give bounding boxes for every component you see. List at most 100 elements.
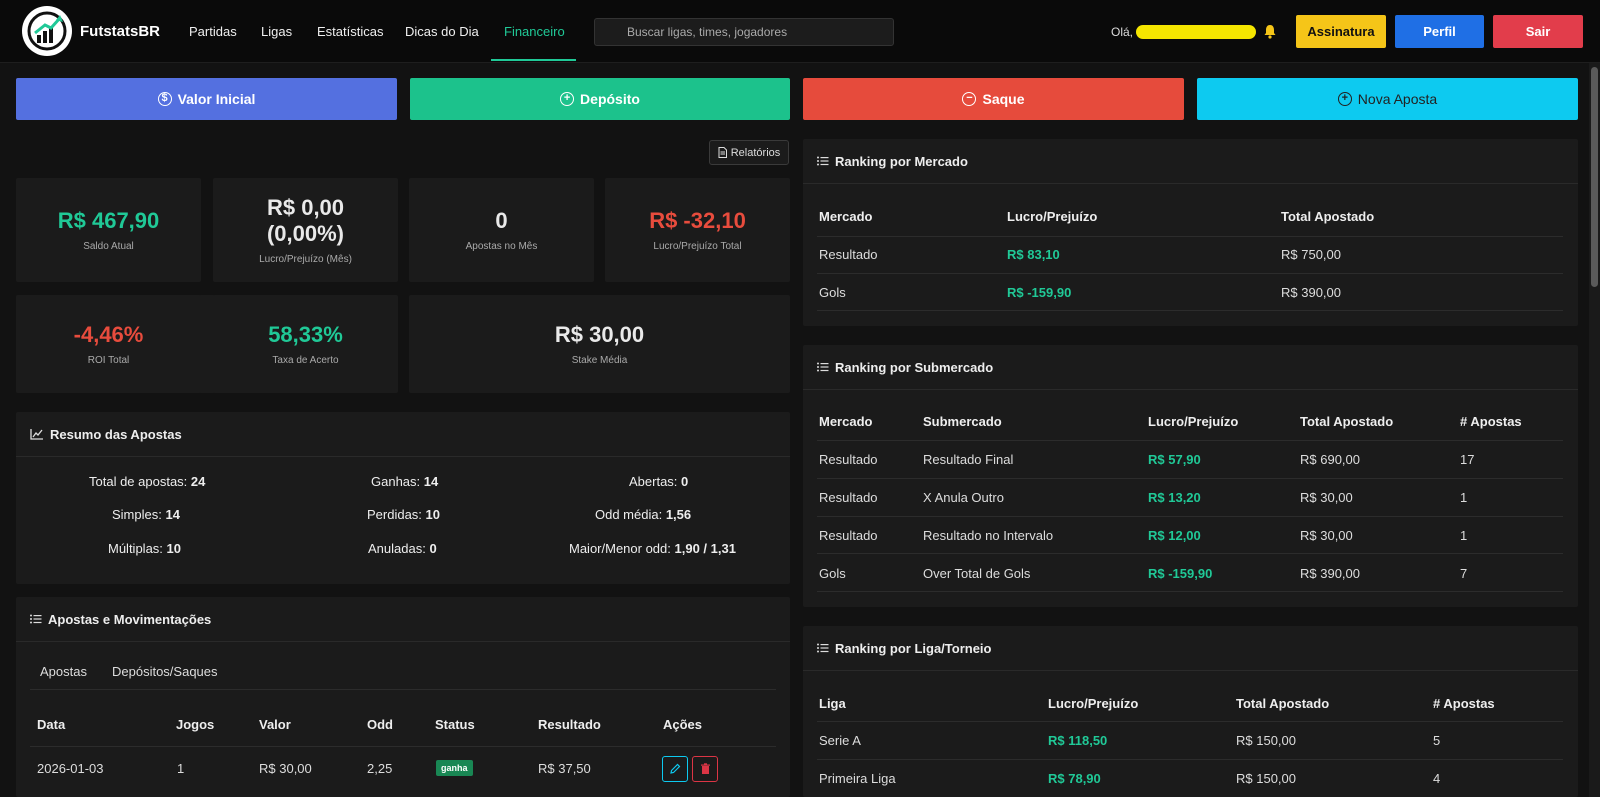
rs-row-2-market: Resultado	[819, 490, 878, 505]
balance-label: Saldo Atual	[83, 241, 134, 252]
rs-row-4-pl: R$ -159,90	[1148, 566, 1213, 581]
bets-card: Apostas e Movimentações	[16, 597, 790, 797]
rs-col-market: Mercado	[819, 414, 873, 429]
bet-row-date: 2026-01-03	[37, 761, 104, 776]
rs-row-1-market: Resultado	[819, 452, 878, 467]
brand-name: FutstatsBR	[80, 22, 161, 40]
rs-row-3-total: R$ 30,00	[1300, 528, 1353, 543]
bet-row-games: 1	[177, 761, 185, 776]
bets-col-odd: Odd	[367, 717, 393, 732]
ranking-market-header: Ranking por Mercado	[803, 139, 1578, 184]
rl-row-2-pl: R$ 78,90	[1048, 771, 1101, 786]
bets-col-status: Status	[435, 717, 475, 732]
rl-row-2-league: Primeira Liga	[819, 771, 896, 786]
brand[interactable]: FutstatsBR	[22, 6, 160, 56]
nav-link-partidas[interactable]: Partidas	[189, 24, 237, 39]
rl-row-2-count: 4	[1433, 771, 1441, 786]
nav-link-ligas[interactable]: Ligas	[261, 24, 293, 39]
nav-link-dicas[interactable]: Dicas do Dia	[405, 24, 479, 39]
total-pl-label: Lucro/Prejuízo Total	[653, 241, 742, 252]
balance-value: R$ 467,90	[57, 208, 160, 233]
rs-row-4-submarket: Over Total de Gols	[923, 566, 1031, 581]
rs-col-submarket: Submercado	[923, 414, 1002, 429]
tab-apostas[interactable]: Apostas	[40, 664, 87, 679]
rs-col-count: # Apostas	[1460, 414, 1522, 429]
rl-col-pl: Lucro/Prejuízo	[1048, 696, 1139, 711]
hit-rate-value: 58,33%	[268, 322, 343, 347]
summary-open: Abertas: 0	[629, 474, 689, 489]
greeting-text: Olá,	[1111, 25, 1134, 39]
profile-button[interactable]: Perfil	[1395, 15, 1484, 48]
hit-rate-label: Taxa de Acerto	[272, 355, 339, 366]
document-icon	[718, 147, 727, 158]
rs-row-3-count: 1	[1460, 528, 1468, 543]
summary-title: Resumo das Apostas	[50, 426, 182, 442]
stat-card-balance: R$ 467,90 Saldo Atual	[16, 178, 201, 282]
new-bet-label: Nova Aposta	[1357, 91, 1438, 107]
initial-value-button[interactable]: $ Valor Inicial	[16, 78, 397, 120]
rs-divider	[817, 478, 1563, 479]
ranking-market-title: Ranking por Mercado	[835, 153, 968, 169]
month-pl-percent: (0,00%)	[266, 221, 345, 246]
redacted-username	[1136, 25, 1256, 39]
active-tab-indicator	[491, 59, 576, 61]
new-bet-button[interactable]: + Nova Aposta	[1197, 78, 1578, 120]
ranking-market-card: Ranking por Mercado	[803, 139, 1578, 326]
rl-row-1-league: Serie A	[819, 733, 861, 748]
minus-circle-icon: −	[962, 92, 977, 106]
ranking-submarket-header: Ranking por Submercado	[803, 345, 1578, 390]
reports-button[interactable]: Relatórios	[709, 140, 789, 165]
rm-divider	[817, 236, 1563, 237]
rs-row-4-total: R$ 390,00	[1300, 566, 1360, 581]
bet-row-value: R$ 30,00	[259, 761, 312, 776]
subscription-button[interactable]: Assinatura	[1296, 15, 1386, 48]
summary-card: Resumo das Apostas Total de apostas: 24 …	[16, 412, 790, 584]
rm-row-1-total: R$ 750,00	[1281, 247, 1341, 262]
status-badge: ganha	[436, 760, 473, 776]
top-navbar: FutstatsBR Partidas Ligas Estatísticas D…	[0, 0, 1600, 63]
bet-row-result: R$ 37,50	[538, 761, 591, 776]
initial-value-label: Valor Inicial	[177, 91, 256, 107]
withdraw-button[interactable]: − Saque	[803, 78, 1184, 120]
rm-col-market: Mercado	[819, 209, 873, 224]
rs-row-3-market: Resultado	[819, 528, 878, 543]
rm-row-2-total: R$ 390,00	[1281, 285, 1341, 300]
stat-card-month-bets: 0 Apostas no Mês	[409, 178, 594, 282]
edit-button[interactable]	[662, 756, 688, 782]
stat-card-hit-rate: 58,33% Taxa de Acerto	[213, 295, 398, 393]
logout-button[interactable]: Sair	[1493, 15, 1583, 48]
month-bets-value: 0	[495, 208, 508, 233]
nav-link-estatisticas[interactable]: Estatísticas	[317, 24, 384, 39]
tab-depositos-saques[interactable]: Depósitos/Saques	[112, 664, 218, 679]
scrollbar-thumb[interactable]	[1591, 67, 1598, 287]
summary-won: Ganhas: 14	[371, 474, 439, 489]
bets-col-actions: Ações	[663, 717, 703, 732]
tabs-divider	[30, 689, 776, 690]
bets-col-value: Valor	[259, 717, 291, 732]
nav-link-financeiro[interactable]: Financeiro	[504, 24, 565, 39]
page-scrollbar[interactable]	[1589, 63, 1600, 797]
rl-row-1-count: 5	[1433, 733, 1441, 748]
rs-col-total: Total Apostado	[1300, 414, 1394, 429]
ranking-league-header: Ranking por Liga/Torneio	[803, 626, 1578, 671]
chart-line-icon	[30, 429, 43, 440]
deposit-button[interactable]: + Depósito	[410, 78, 790, 120]
trash-icon	[700, 763, 710, 774]
rl-divider	[817, 721, 1563, 722]
rs-row-2-pl: R$ 13,20	[1148, 490, 1201, 505]
bets-col-date: Data	[37, 717, 66, 732]
month-bets-label: Apostas no Mês	[465, 241, 538, 252]
bets-title: Apostas e Movimentações	[48, 611, 212, 627]
ranking-submarket-card: Ranking por Submercado	[803, 345, 1578, 607]
bell-icon[interactable]	[1263, 24, 1277, 42]
rs-col-pl: Lucro/Prejuízo	[1148, 414, 1239, 429]
rs-row-1-total: R$ 690,00	[1300, 452, 1360, 467]
list-icon	[817, 643, 829, 653]
delete-button[interactable]	[692, 756, 718, 782]
search-input[interactable]	[594, 18, 894, 46]
withdraw-label: Saque	[982, 91, 1025, 107]
rm-divider	[817, 273, 1563, 274]
ranking-league-card: Ranking por Liga/Torneio	[803, 626, 1578, 797]
summary-header: Resumo das Apostas	[16, 412, 790, 457]
bets-header-divider	[30, 746, 776, 747]
